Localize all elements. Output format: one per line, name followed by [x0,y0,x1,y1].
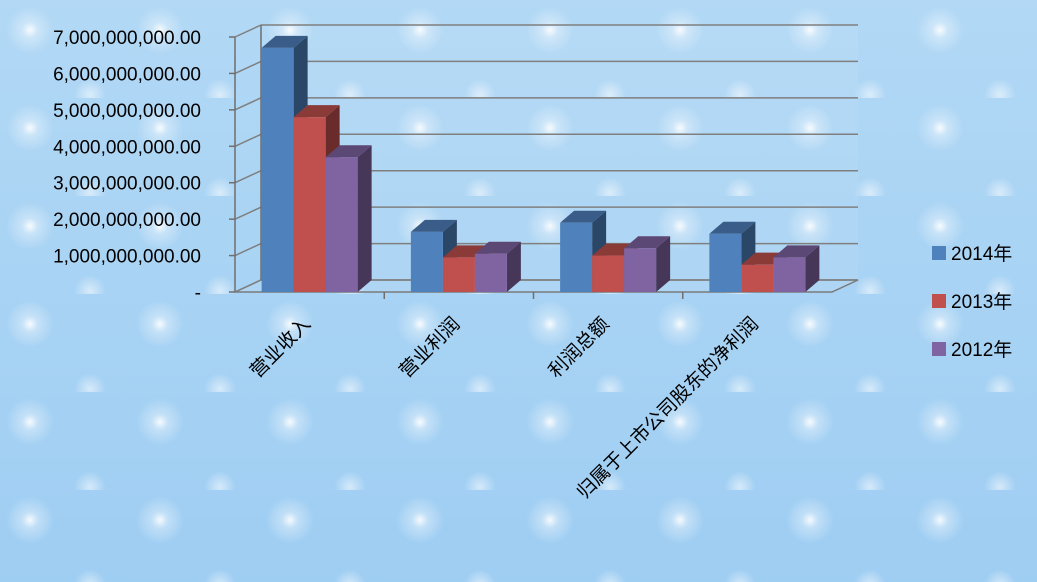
gridline-side [234,60,262,75]
bar-series [261,35,820,293]
legend: 2014年 2013年 2012年 [932,243,1012,361]
gridline-side [234,206,262,220]
bar [325,145,372,292]
bar-front [261,47,294,292]
bar-front [624,248,657,292]
category-label: 归属于上市公司股东的净利润 [573,313,763,503]
y-tick-label: 6,000,000,000.00 [53,64,201,85]
gridline-side [234,24,262,38]
bar-top [325,145,372,158]
gridline-side [234,133,262,147]
bar-side [506,241,521,292]
bar-top [474,241,521,254]
bar-top [709,221,756,234]
bar-top [773,245,820,258]
bar-front [293,117,326,293]
legend-swatch [932,342,946,356]
category-label: 营业收入 [246,313,315,382]
bar-front [741,264,774,292]
bar-side [805,245,820,292]
y-tick-label: - [195,283,201,304]
legend-swatch [932,294,946,308]
y-tick-label: 5,000,000,000.00 [53,101,201,122]
plot-walls [234,25,859,293]
bar-top [624,236,671,249]
bar-front [474,253,507,292]
bar-side [357,145,372,292]
bar-top [410,219,457,232]
gridline-side [234,279,262,293]
bar [474,241,521,292]
bar-top [261,35,308,48]
bar-front [410,231,443,292]
bar-front [325,157,358,292]
y-tick-label: 7,000,000,000.00 [53,28,201,49]
legend-label: 2012年 [951,339,1012,361]
bar-front [560,222,593,292]
category-label: 利润总额 [544,313,613,382]
y-tick-label: 1,000,000,000.00 [53,247,201,268]
legend-swatch [932,246,946,260]
y-axis-tick-labels: - 1,000,000,000.00 2,000,000,000.00 3,000,0… [53,28,201,304]
legend-label: 2013年 [951,291,1012,313]
y-tick-label: 2,000,000,000.00 [53,210,201,231]
back-wall [261,25,858,280]
bar [773,245,820,292]
legend-label: 2014年 [951,243,1012,265]
bar-front [442,257,475,292]
y-tick-label: 4,000,000,000.00 [53,137,201,158]
gridline-side [234,242,262,257]
legend-item: 2014年 [932,243,1012,265]
gridline-side [234,170,262,184]
bar-front [773,257,806,292]
bar [624,236,671,292]
bar-front [709,233,742,292]
legend-item: 2013年 [932,291,1012,313]
bar-top [560,210,607,223]
y-tick-label: 3,000,000,000.00 [53,174,201,195]
bar-front [592,255,625,292]
category-label: 营业利润 [395,313,464,382]
bar-side [656,236,671,292]
legend-item: 2012年 [932,339,1012,361]
bar-top [293,105,340,118]
gridline-side [234,97,262,111]
